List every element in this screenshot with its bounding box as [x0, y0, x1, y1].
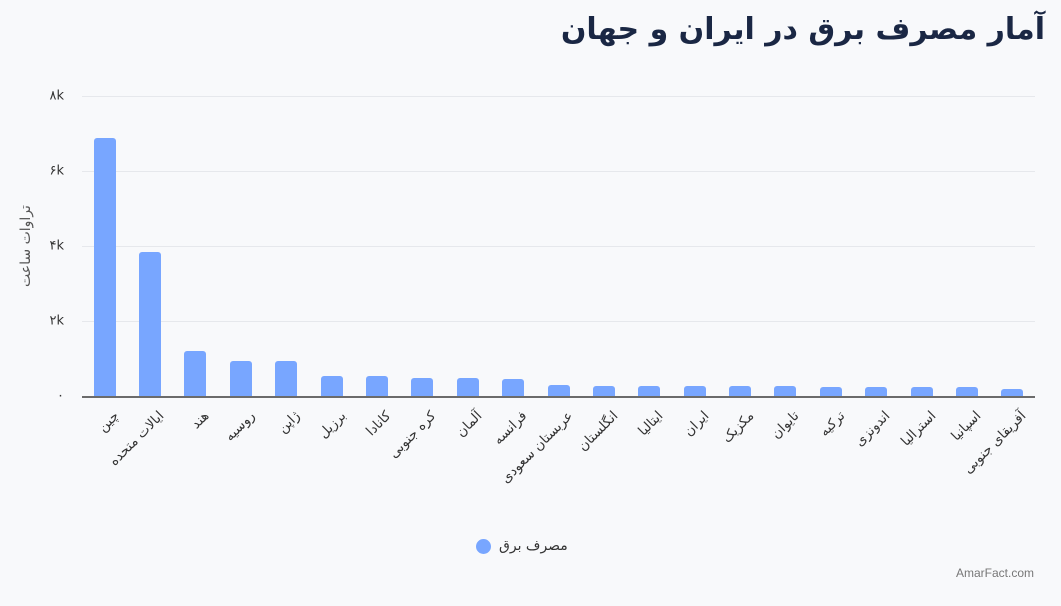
- bar[interactable]: [139, 251, 162, 396]
- source-credit: AmarFact.com: [955, 566, 1034, 580]
- x-tick-label: چین: [94, 408, 123, 436]
- legend-label: مصرف برق: [499, 538, 568, 554]
- y-tick-label: ۰: [57, 388, 64, 404]
- bar[interactable]: [955, 387, 978, 396]
- y-tick-label: ۶k: [49, 163, 64, 179]
- bar[interactable]: [683, 385, 706, 396]
- bar[interactable]: [1001, 388, 1024, 396]
- bar[interactable]: [592, 385, 615, 396]
- x-tick-label: هند: [188, 408, 213, 433]
- bar[interactable]: [502, 379, 525, 396]
- bar[interactable]: [320, 376, 343, 396]
- bar[interactable]: [819, 387, 842, 396]
- x-tick-label: روسیه: [221, 408, 259, 445]
- bar[interactable]: [774, 385, 797, 396]
- gridline: [82, 171, 1035, 172]
- bar[interactable]: [93, 138, 116, 396]
- chart-title: آمار مصرف برق در ایران و جهان: [560, 12, 1045, 47]
- x-tick-label: ایران: [680, 408, 712, 440]
- x-tick-label: استرالیا: [897, 408, 939, 450]
- x-tick-label: کره جنوبی: [386, 408, 440, 462]
- y-tick-label: ۸k: [49, 88, 64, 104]
- x-tick-label: اندونزی: [851, 408, 894, 450]
- y-tick-label: ۴k: [49, 238, 64, 254]
- x-axis-line: [82, 396, 1035, 398]
- x-tick-label: کانادا: [363, 408, 395, 440]
- bar[interactable]: [910, 387, 933, 396]
- bar[interactable]: [865, 387, 888, 396]
- bar[interactable]: [411, 377, 434, 396]
- x-tick-label: اسپانیا: [948, 408, 985, 445]
- gridline: [82, 96, 1035, 97]
- legend[interactable]: مصرف برق: [476, 538, 568, 554]
- x-tick-label: برزیل: [315, 408, 349, 442]
- x-tick-label: مکزیک: [719, 408, 758, 447]
- x-tick-label: انگلستان: [574, 408, 622, 455]
- x-tick-label: ایتالیا: [635, 408, 667, 440]
- bar[interactable]: [365, 376, 388, 396]
- x-tick-label: آلمان: [452, 408, 486, 441]
- x-tick-label: فرانسه: [490, 408, 531, 449]
- x-tick-label: ترکیه: [816, 408, 849, 440]
- bar[interactable]: [229, 361, 252, 396]
- gridline: [82, 321, 1035, 322]
- x-tick-label: تایوان: [768, 408, 803, 443]
- gridline: [82, 246, 1035, 247]
- legend-swatch-icon: [476, 538, 491, 554]
- y-tick-label: ۲k: [49, 313, 64, 329]
- x-tick-label: ژاپن: [275, 408, 304, 437]
- bar[interactable]: [729, 385, 752, 396]
- bar[interactable]: [547, 385, 570, 396]
- bar[interactable]: [456, 377, 479, 396]
- bar[interactable]: [184, 351, 207, 396]
- bar[interactable]: [275, 361, 298, 396]
- bar[interactable]: [638, 385, 661, 396]
